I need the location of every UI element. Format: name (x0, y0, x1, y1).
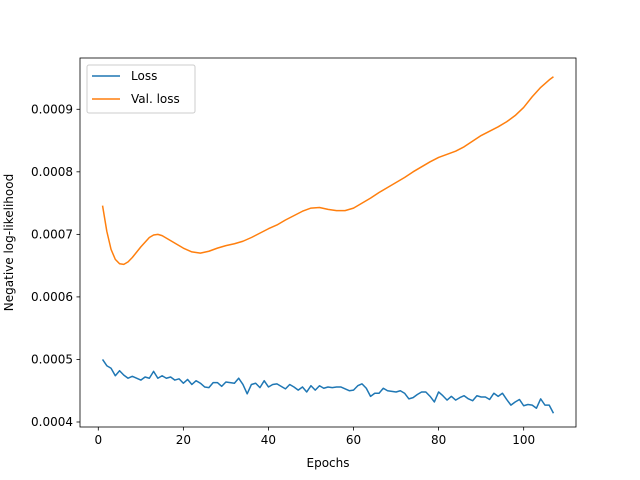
series-line-1 (101, 76, 554, 266)
legend-box (86, 64, 196, 114)
legend: Loss Val. loss (86, 64, 196, 114)
x-axis-label: Epochs (307, 456, 350, 470)
x-tick-label: 80 (431, 433, 446, 447)
x-tick-label: 20 (176, 433, 191, 447)
y-tick-label: 0.0009 (31, 102, 73, 116)
x-axis: 0 20 40 60 80 100 (94, 427, 535, 447)
plot-frame (79, 57, 577, 428)
y-axis: 0.0004 0.0005 0.0006 0.0007 0.0008 0.0009 (31, 102, 80, 429)
y-tick-label: 0.0008 (31, 165, 73, 179)
legend-label-val-loss: Val. loss (131, 92, 180, 106)
y-axis-label: Negative log-likelihood (2, 174, 16, 311)
series-layer (101, 76, 555, 414)
x-tick-label: 60 (346, 433, 361, 447)
y-tick-label: 0.0005 (31, 352, 73, 366)
x-tick-label: 100 (512, 433, 535, 447)
series-line-0 (101, 359, 555, 414)
x-tick-label: 40 (261, 433, 276, 447)
legend-label-loss: Loss (131, 69, 157, 83)
x-tick-label: 0 (94, 433, 102, 447)
y-tick-label: 0.0004 (31, 415, 73, 429)
y-tick-label: 0.0006 (31, 290, 73, 304)
y-tick-label: 0.0007 (31, 227, 73, 241)
